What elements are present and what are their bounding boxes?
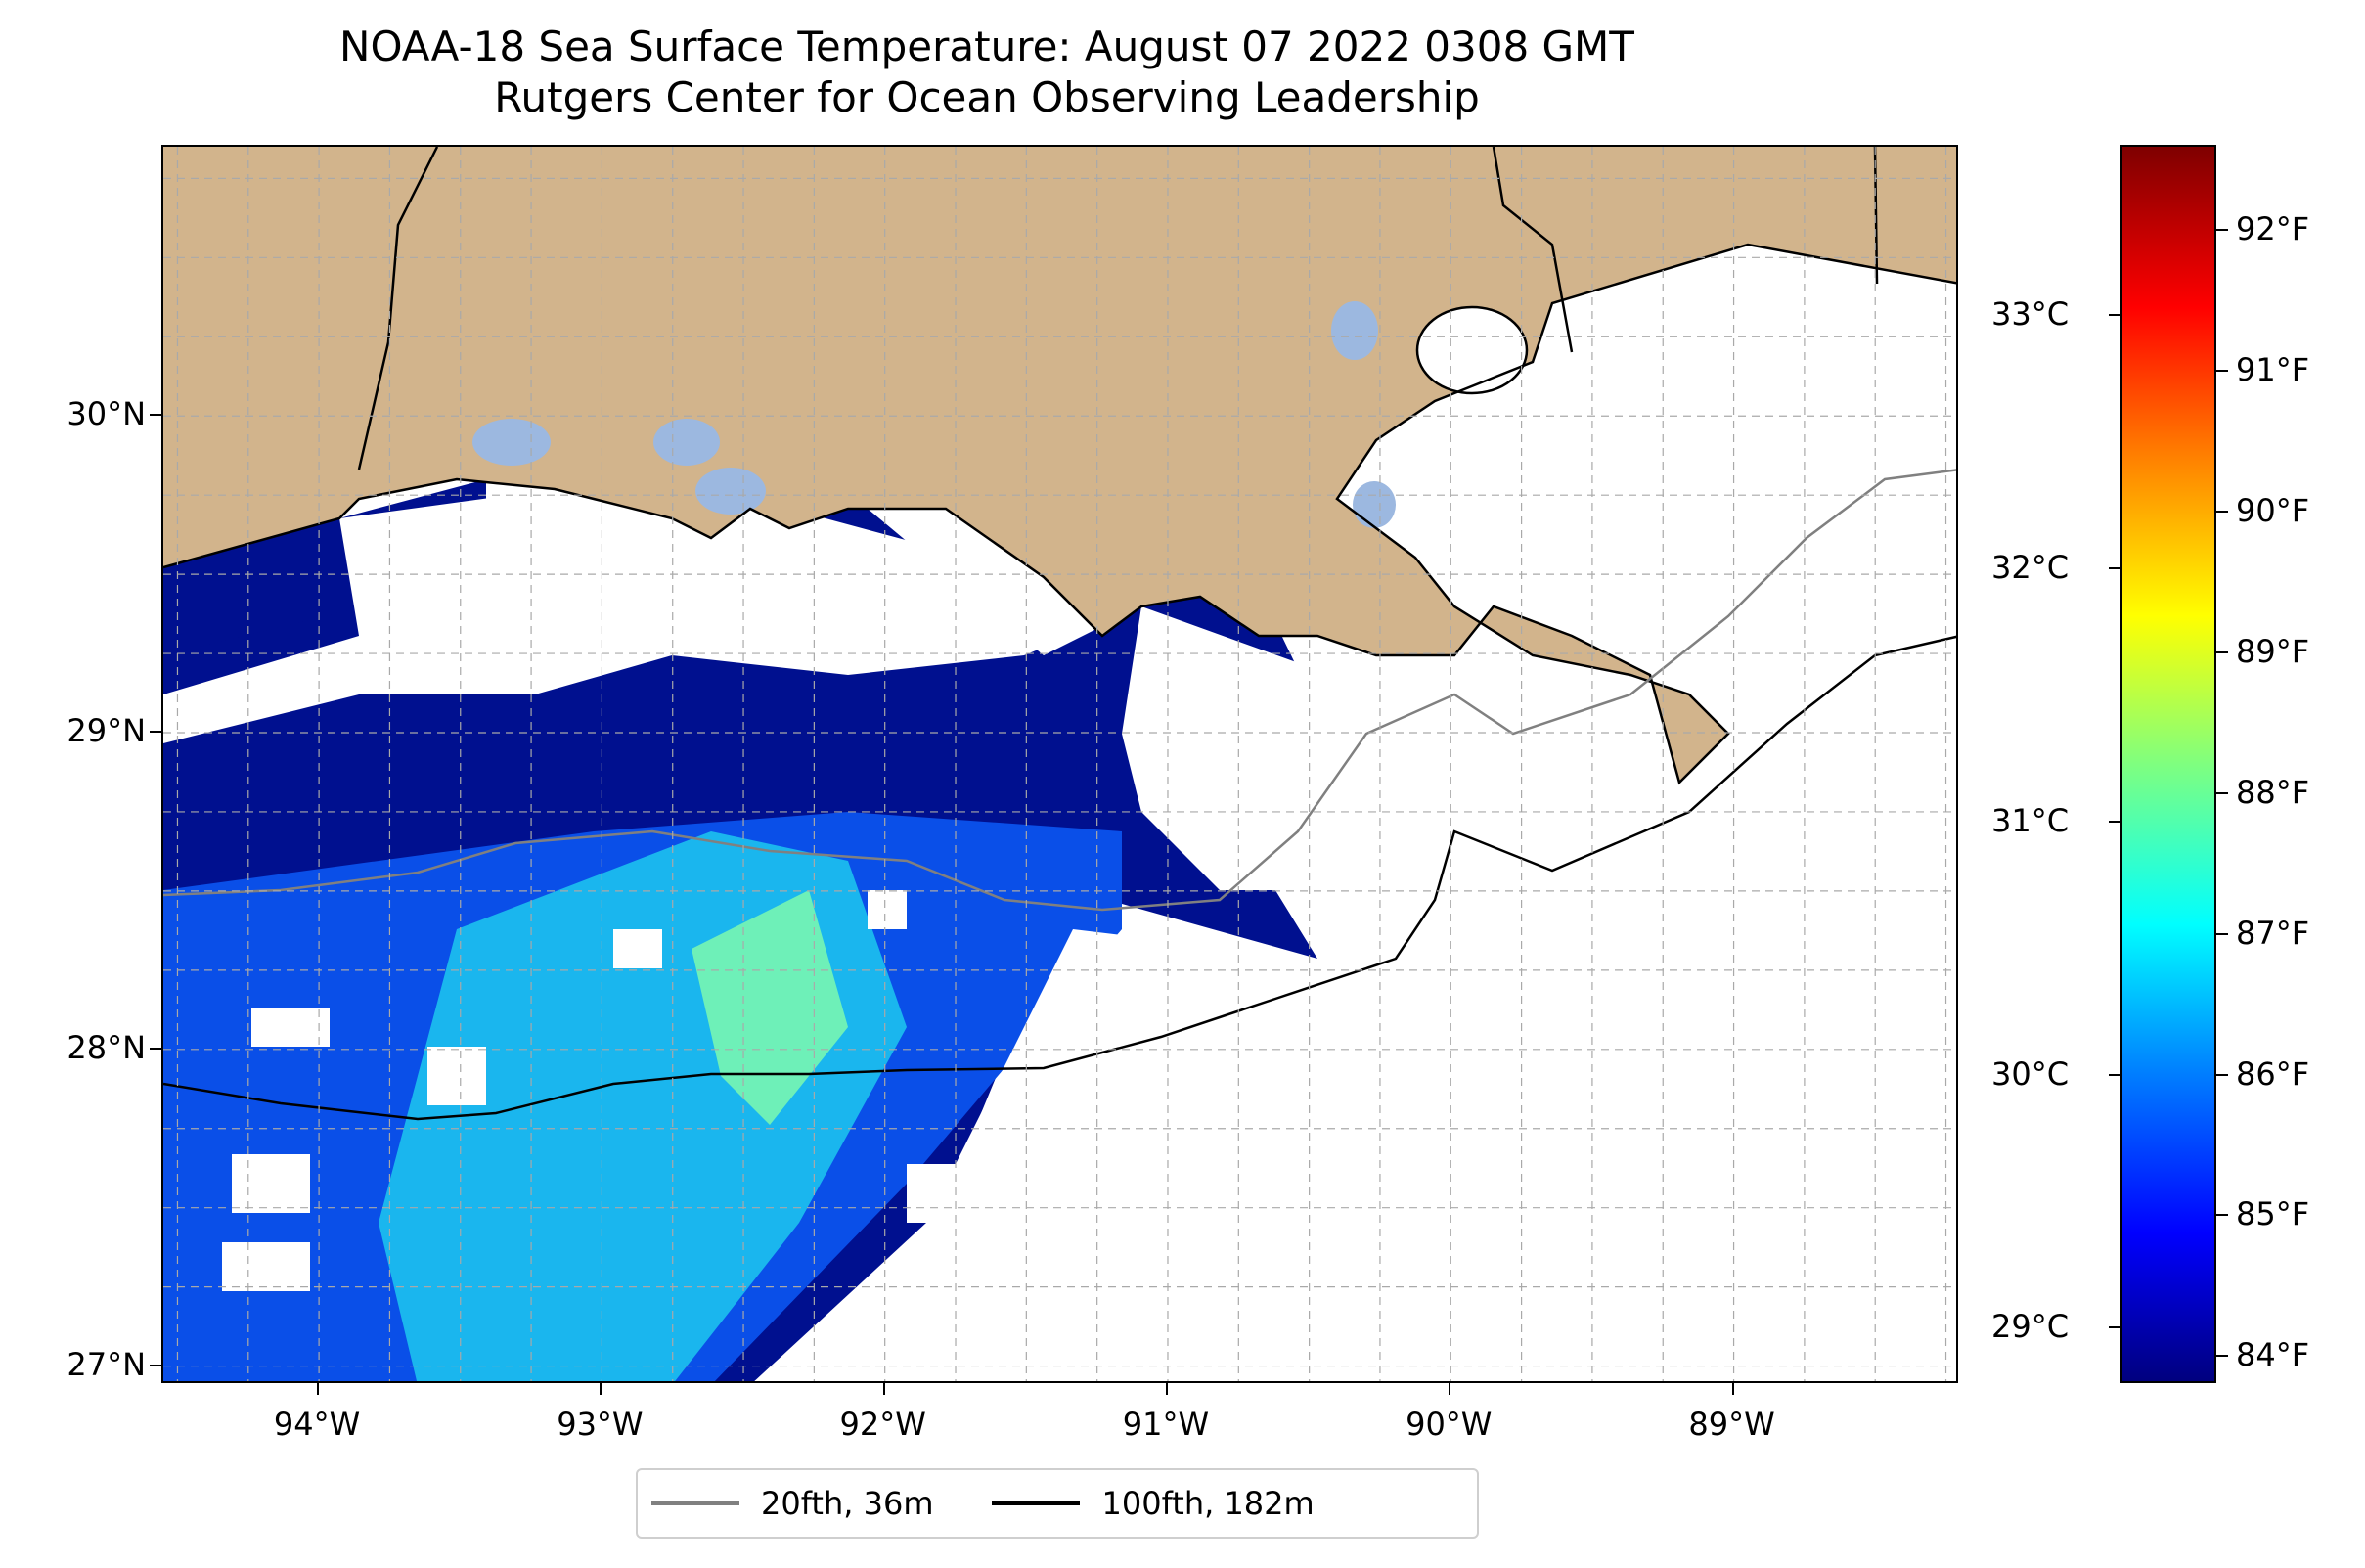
isobath-legend: 20fth, 36m 100fth, 182m bbox=[636, 1468, 1479, 1539]
lat-tick-mark bbox=[150, 1047, 161, 1050]
lake bbox=[695, 468, 766, 515]
title-line-1: NOAA-18 Sea Surface Temperature: August … bbox=[339, 22, 1634, 70]
temperature-colorbar bbox=[2120, 145, 2216, 1383]
cloud-patch bbox=[251, 1008, 330, 1047]
sst-field bbox=[163, 479, 1376, 1381]
colorbar-label-f: 89°F bbox=[2236, 632, 2310, 670]
colorbar-tick-c bbox=[2109, 1073, 2120, 1076]
state-boundary bbox=[357, 147, 439, 470]
cloud-coast-band bbox=[163, 489, 1141, 743]
lon-tick-label: 92°W bbox=[839, 1406, 926, 1443]
cloud-patch bbox=[427, 1047, 486, 1105]
land-mass bbox=[163, 147, 1956, 783]
cloud-patch bbox=[613, 929, 662, 968]
colorbar-tick-f bbox=[2216, 1073, 2228, 1076]
lake bbox=[1353, 481, 1396, 528]
cloud-patch bbox=[985, 1135, 1034, 1193]
colorbar-label-f: 91°F bbox=[2236, 351, 2310, 389]
colorbar-label-f: 92°F bbox=[2236, 210, 2310, 248]
legend-label-20fth: 20fth, 36m bbox=[761, 1485, 934, 1522]
coastline-path bbox=[163, 243, 1956, 785]
colorbar-label-c: 31°C bbox=[1991, 801, 2070, 839]
colorbar-label-f: 84°F bbox=[2236, 1336, 2310, 1374]
colorbar-tick-f bbox=[2216, 650, 2228, 653]
lat-tick-mark bbox=[150, 1364, 161, 1366]
no-data-patches bbox=[163, 489, 1956, 1381]
legend-label-100fth: 100fth, 182m bbox=[1101, 1485, 1315, 1522]
colorbar-label-c: 33°C bbox=[1991, 294, 2070, 333]
cloud-east bbox=[1122, 606, 1386, 890]
sst-green-band bbox=[692, 890, 848, 1125]
lon-tick-mark bbox=[1449, 1383, 1451, 1395]
lon-tick-label: 93°W bbox=[557, 1406, 644, 1443]
colorbar-tick-f bbox=[2216, 791, 2228, 794]
state-boundary bbox=[1492, 147, 1574, 353]
colorbar-tick-f bbox=[2216, 1214, 2228, 1217]
lon-tick-mark bbox=[882, 1383, 885, 1395]
cloud-patch bbox=[222, 1242, 310, 1291]
lon-tick-label: 94°W bbox=[273, 1406, 361, 1443]
lat-tick-label: 30°N bbox=[67, 395, 146, 433]
state-boundary bbox=[1873, 147, 1879, 285]
isobath-20fth bbox=[163, 469, 1956, 912]
colorbar-tick-f bbox=[2216, 932, 2228, 935]
lat-tick-label: 27°N bbox=[67, 1345, 146, 1383]
map-canvas bbox=[163, 147, 1956, 1381]
lat-tick-mark bbox=[150, 414, 161, 417]
chart-title: NOAA-18 Sea Surface Temperature: August … bbox=[0, 22, 1974, 123]
lon-tick-mark bbox=[600, 1383, 602, 1395]
lake bbox=[653, 419, 720, 466]
lon-tick-label: 91°W bbox=[1122, 1406, 1210, 1443]
colorbar-tick-c bbox=[2109, 1326, 2120, 1329]
coastline bbox=[163, 147, 1956, 785]
cloud-patch bbox=[868, 890, 907, 929]
colorbar-label-f: 90°F bbox=[2236, 492, 2310, 530]
colorbar-label-c: 32°C bbox=[1991, 548, 2070, 586]
lat-tick-mark bbox=[150, 731, 161, 733]
colorbar-tick-c bbox=[2109, 313, 2120, 316]
colorbar-label-f: 86°F bbox=[2236, 1054, 2310, 1093]
legend-entry-100fth: 100fth, 182m bbox=[992, 1485, 1315, 1522]
lake bbox=[472, 419, 551, 466]
legend-line-gray bbox=[651, 1501, 739, 1505]
colorbar-label-f: 87°F bbox=[2236, 914, 2310, 952]
lon-tick-label: 90°W bbox=[1406, 1406, 1493, 1443]
colorbar-label-f: 85°F bbox=[2236, 1195, 2310, 1233]
legend-entry-20fth: 20fth, 36m bbox=[651, 1485, 933, 1522]
cloud-east-sea bbox=[754, 792, 1956, 1381]
lon-tick-label: 89°W bbox=[1688, 1406, 1775, 1443]
colorbar-tick-f bbox=[2216, 229, 2228, 232]
cloud-patch bbox=[907, 1164, 985, 1223]
cloud-patch bbox=[232, 1154, 310, 1213]
legend-line-black bbox=[992, 1501, 1081, 1505]
lat-tick-label: 28°N bbox=[67, 1028, 146, 1066]
title-line-2: Rutgers Center for Ocean Observing Leade… bbox=[494, 73, 1480, 121]
colorbar-tick-c bbox=[2109, 820, 2120, 823]
colorbar-tick-c bbox=[2109, 566, 2120, 569]
cloud-patch bbox=[1141, 929, 1181, 968]
colorbar-tick-f bbox=[2216, 370, 2228, 373]
gridlines bbox=[163, 147, 1956, 1381]
lon-tick-mark bbox=[1165, 1383, 1168, 1395]
map-panel[interactable] bbox=[161, 145, 1958, 1383]
lake bbox=[1331, 301, 1378, 360]
lon-tick-mark bbox=[317, 1383, 320, 1395]
colorbar-tick-f bbox=[2216, 511, 2228, 514]
lon-tick-mark bbox=[1731, 1383, 1734, 1395]
colorbar-label-c: 29°C bbox=[1991, 1308, 2070, 1346]
lake-pontchartrain bbox=[1415, 305, 1529, 395]
colorbar-label-c: 30°C bbox=[1991, 1054, 2070, 1093]
colorbar-label-f: 88°F bbox=[2236, 773, 2310, 811]
colorbar-tick-f bbox=[2216, 1355, 2228, 1358]
lat-tick-label: 29°N bbox=[67, 712, 146, 749]
